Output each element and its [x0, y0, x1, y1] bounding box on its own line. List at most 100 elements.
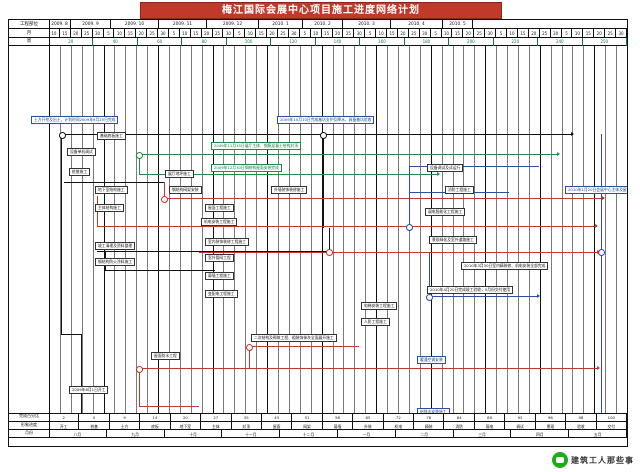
- activity-bar-red: [199, 252, 599, 253]
- week-cell: 20: [267, 29, 278, 38]
- annotation-label: 桩基施工: [69, 168, 91, 176]
- grid-line: [452, 46, 454, 413]
- activity-link-blue: [601, 134, 602, 413]
- annotation-label: 2009年11月15日展厅主体、钢筋混凝土结构封顶: [211, 142, 301, 150]
- header-label-month: 月: [9, 29, 50, 37]
- activity-bar-green: [139, 174, 439, 175]
- grid-line: [288, 46, 290, 413]
- activity-bar-red: [304, 198, 604, 199]
- week-cell: 15: [583, 29, 595, 38]
- activity-bar-blue: [409, 166, 539, 167]
- graduation-cell: 160: [360, 38, 405, 46]
- graduation-cell: 40: [93, 38, 138, 46]
- week-cell: 5: [300, 29, 311, 38]
- activity-bar-red: [164, 198, 304, 199]
- annotation-label: 2010年4月20日完成竣工验收，5月份交付使用: [427, 286, 514, 294]
- week-cell: 25: [147, 29, 159, 38]
- week-cell: 30: [223, 29, 235, 38]
- graduation-cell: 200: [449, 38, 494, 46]
- annotation-label: 钢结构网架安装: [169, 186, 202, 194]
- graduation-cell: 100: [227, 38, 272, 46]
- week-cell: 15: [518, 29, 529, 38]
- footer-month-cell: 五月: [569, 430, 627, 437]
- annotation-label: 弱电智能化工程施工: [425, 208, 466, 216]
- grid-line: [310, 46, 312, 413]
- activity-bar-red: [249, 346, 359, 347]
- grid-line: [103, 46, 105, 413]
- footer-percent-cell: 2: [49, 413, 80, 421]
- annotation-label: 主体结构施工: [95, 204, 124, 212]
- week-cell: 25: [605, 29, 617, 38]
- activity-link-blue: [429, 252, 430, 296]
- grid-line: [332, 46, 334, 413]
- footer-percent-cell: 5: [79, 413, 110, 421]
- week-cell: 15: [256, 29, 268, 38]
- footer-percent-cell: 93: [505, 413, 536, 421]
- network-node: [136, 152, 143, 159]
- week-cell: 25: [474, 29, 486, 38]
- footer-milestone-cell: 幕墙: [323, 422, 354, 429]
- graduation-cell: 240: [538, 38, 583, 46]
- footer-percent-cell: 27: [201, 413, 232, 421]
- wechat-logo-icon: [552, 452, 568, 468]
- graduation-cell: 180: [405, 38, 450, 46]
- network-diagram-frame: 工程部位 2009. 8 2009. 9 2009. 10 2009. 11 2009.…: [8, 19, 628, 447]
- activity-link: [81, 334, 82, 413]
- week-cell: 10: [311, 29, 322, 38]
- annotation-label: 人防工程施工: [361, 318, 390, 326]
- week-cell: 20: [594, 29, 606, 38]
- footer-percent-cell: 14: [140, 413, 171, 421]
- annotation-label: 土方开挖及出土，计划时间2009年9月25日完成: [31, 116, 119, 124]
- graduation-cell: 20: [49, 38, 94, 46]
- week-cell: 20: [136, 29, 148, 38]
- month-cell: 2009. 12: [207, 20, 259, 29]
- week-cell: 15: [387, 29, 398, 38]
- week-cell: 10: [49, 29, 60, 38]
- activity-bar: [97, 251, 329, 252]
- grid-line: [594, 46, 596, 413]
- footer-milestone-cell: 开工: [49, 422, 80, 429]
- footer-month-cell: 三月: [454, 430, 512, 437]
- week-cell: 25: [343, 29, 355, 38]
- month-cell: 2009. 9: [71, 20, 111, 29]
- activity-bar: [323, 134, 573, 135]
- week-cell: 15: [60, 29, 71, 38]
- footer-month-cell: 十一月: [222, 430, 281, 437]
- week-cell: 15: [125, 29, 137, 38]
- annotation-label: 设备单机调试: [67, 148, 96, 156]
- grid-line: [190, 46, 192, 413]
- watermark-text: 建筑工人那些事: [571, 455, 634, 465]
- month-cell: 2010. 1: [259, 20, 303, 29]
- activity-bar-red: [97, 226, 597, 227]
- week-cell: 5: [365, 29, 377, 38]
- week-cell: 30: [485, 29, 497, 38]
- footer-month-cell: 二月: [396, 430, 454, 437]
- footer-percent-cell: 72: [384, 413, 415, 421]
- grid-line: [463, 46, 465, 413]
- graduation-cell: 140: [316, 38, 361, 46]
- week-cell: 20: [202, 29, 213, 38]
- footer-month-cell: 四月: [511, 430, 570, 437]
- grid-line: [179, 46, 181, 413]
- footer-summary: 完成百分比 2 5 9 14 20 27 35 43 51 58 65 72 78 84 89 93 96 98 1…: [9, 413, 627, 447]
- week-cell: 15: [453, 29, 464, 38]
- header-label-week: 周: [9, 38, 50, 45]
- arrow-head: [437, 172, 440, 176]
- footer-month-cell: 十月: [165, 430, 223, 437]
- month-cell: 2010. 4: [391, 20, 443, 29]
- grid-line: [81, 46, 83, 413]
- grid-line: [496, 46, 498, 413]
- week-cell: 30: [289, 29, 300, 38]
- grid-line: [539, 46, 541, 413]
- grid-line: [245, 46, 247, 413]
- week-cell: 30: [420, 29, 431, 38]
- annotation-label: 二次结构及砌筑工程、粗装饰抹灰全面展开施工: [251, 334, 337, 342]
- grid-line: [430, 46, 432, 413]
- network-node: [320, 132, 327, 139]
- footer-percent-cell: 51: [292, 413, 323, 421]
- graduation-header-row: 周 20 40 60 80 100 120 140 160 180 200 220 240 250: [9, 38, 627, 46]
- week-cell: 20: [529, 29, 540, 38]
- footer-percent-cell: 84: [444, 413, 475, 421]
- grid-line: [605, 46, 607, 413]
- grid-line: [201, 46, 203, 413]
